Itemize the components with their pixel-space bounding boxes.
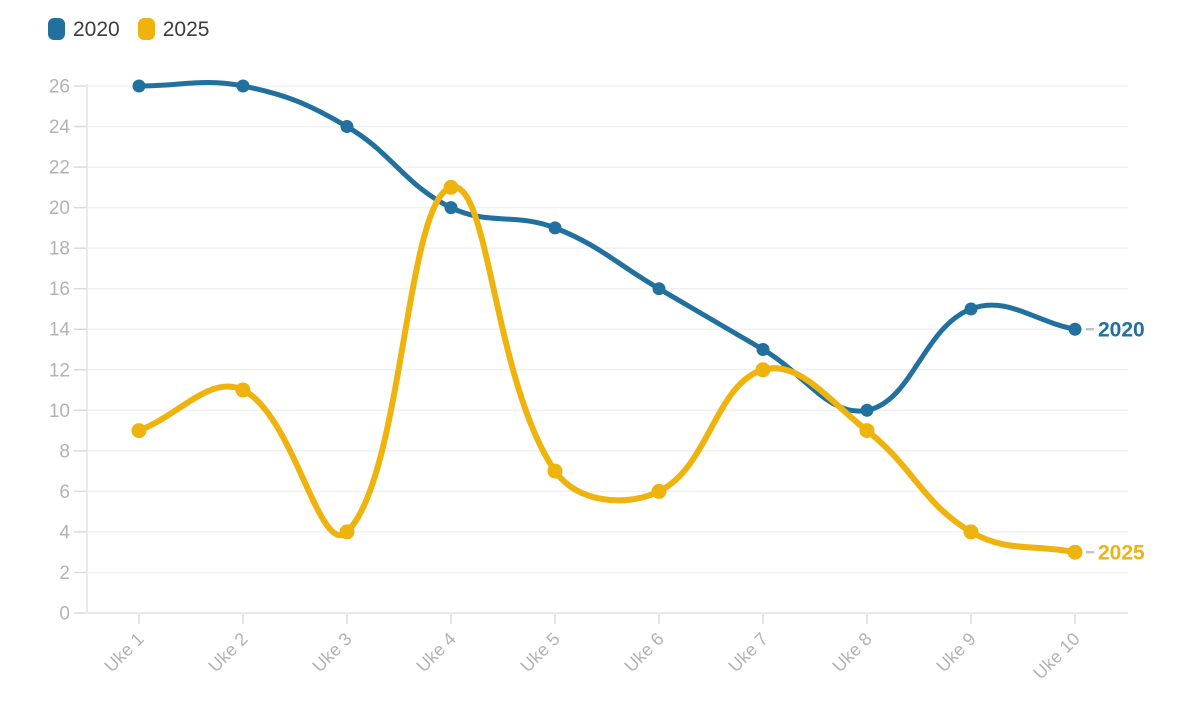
data-point-2025-Uke 6[interactable] [651, 483, 667, 499]
chart-legend: 2020 2025 [48, 18, 209, 40]
x-axis-label: Uke 10 [1029, 629, 1083, 683]
y-axis-label: 24 [49, 117, 71, 138]
data-point-2025-Uke 10[interactable] [1067, 544, 1083, 560]
data-point-2020-Uke 1[interactable] [132, 79, 146, 93]
x-axis-label: Uke 4 [412, 629, 459, 676]
y-axis-label: 10 [49, 401, 70, 422]
data-point-2020-Uke 3[interactable] [340, 120, 354, 134]
legend-label-2020: 2020 [73, 17, 120, 41]
data-point-2025-Uke 4[interactable] [443, 179, 459, 195]
y-axis-label: 0 [59, 604, 70, 625]
series-end-label-2020: 2020 [1098, 319, 1145, 342]
data-point-2020-Uke 4[interactable] [444, 201, 458, 215]
data-point-2025-Uke 1[interactable] [131, 423, 147, 439]
y-axis-label: 16 [49, 279, 70, 300]
data-point-2020-Uke 10[interactable] [1068, 322, 1082, 336]
legend-label-2025: 2025 [162, 17, 210, 41]
series-end-label-2025: 2025 [1098, 542, 1145, 565]
data-point-2025-Uke 7[interactable] [755, 362, 771, 378]
x-axis-label: Uke 6 [620, 629, 667, 676]
data-point-2020-Uke 6[interactable] [652, 282, 666, 296]
y-axis-label: 18 [49, 239, 70, 260]
data-point-2025-Uke 2[interactable] [235, 382, 251, 398]
y-axis-label: 6 [59, 482, 70, 503]
legend-item-2020[interactable]: 2020 [48, 18, 120, 40]
data-point-2025-Uke 9[interactable] [963, 524, 979, 540]
x-axis-label: Uke 8 [828, 629, 875, 676]
data-point-2020-Uke 5[interactable] [548, 221, 562, 235]
legend-item-2025[interactable]: 2025 [137, 17, 210, 41]
data-point-2025-Uke 5[interactable] [547, 463, 563, 479]
legend-swatch-2025 [137, 18, 155, 40]
x-axis-label: Uke 1 [100, 629, 147, 676]
y-axis-label: 26 [49, 77, 70, 98]
y-axis-label: 8 [59, 441, 70, 462]
series-line-2025 [136, 184, 1078, 556]
data-point-2025-Uke 3[interactable] [339, 524, 355, 540]
data-point-2020-Uke 7[interactable] [756, 343, 770, 356]
x-axis-label: Uke 2 [204, 629, 251, 676]
x-axis-label: Uke 9 [932, 629, 979, 676]
y-axis-label: 4 [59, 522, 70, 543]
x-axis-label: Uke 7 [724, 629, 771, 676]
y-axis-label: 22 [49, 158, 70, 179]
y-axis-label: 12 [49, 360, 70, 381]
data-point-2025-Uke 8[interactable] [859, 423, 875, 439]
data-point-2020-Uke 9[interactable] [964, 302, 978, 316]
y-axis-label: 14 [49, 320, 71, 341]
y-axis-label: 2 [59, 563, 70, 584]
x-axis-label: Uke 5 [516, 629, 563, 676]
data-point-2020-Uke 2[interactable] [236, 79, 250, 93]
series-line-2020 [136, 80, 1078, 414]
y-axis-label: 20 [49, 198, 70, 219]
legend-swatch-2020 [48, 18, 65, 40]
x-axis-label: Uke 3 [308, 629, 355, 676]
data-point-2020-Uke 8[interactable] [860, 403, 874, 417]
